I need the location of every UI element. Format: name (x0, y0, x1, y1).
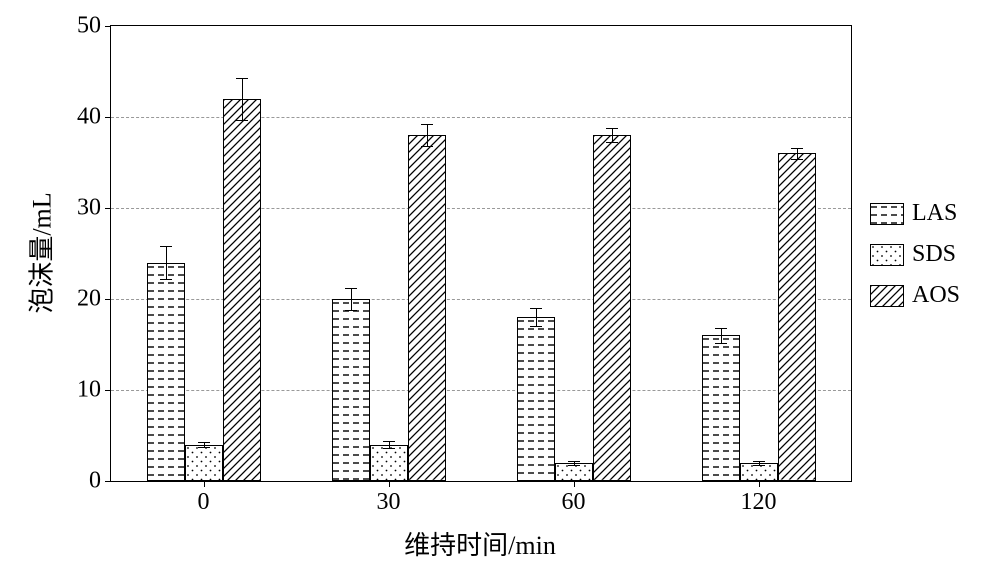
x-tick-label: 120 (741, 481, 777, 516)
legend: LAS SDS AOS (870, 200, 960, 323)
x-axis-label: 维持时间/min (404, 525, 556, 562)
legend-swatch (870, 244, 904, 266)
legend-label: AOS (912, 282, 960, 309)
error-cap (753, 465, 765, 466)
bar-AOS (408, 135, 446, 481)
bar-AOS (223, 99, 261, 481)
error-bar (721, 328, 722, 343)
bar-LAS (332, 299, 370, 481)
bar-SDS (185, 445, 223, 481)
error-cap (753, 461, 765, 462)
error-cap (421, 146, 433, 147)
bar-LAS (517, 317, 555, 481)
error-bar (166, 246, 167, 279)
error-cap (606, 128, 618, 129)
legend-item-AOS: AOS (870, 282, 960, 309)
x-tick-label: 30 (377, 481, 401, 516)
error-bar (797, 148, 798, 159)
error-cap (568, 465, 580, 466)
y-tick-label: 50 (77, 13, 111, 40)
error-cap (345, 288, 357, 289)
legend-item-LAS: LAS (870, 200, 960, 227)
y-tick-label: 0 (89, 468, 111, 495)
y-axis-label: 泡沫量/mL (22, 192, 59, 313)
bar-LAS (702, 335, 740, 481)
y-tick-label: 20 (77, 286, 111, 313)
y-tick-label: 10 (77, 377, 111, 404)
x-tick-label: 0 (198, 481, 210, 516)
error-cap (345, 310, 357, 311)
chart-container: 0102030405003060120 泡沫量/mL 维持时间/min LASS… (0, 0, 1000, 573)
error-bar (612, 128, 613, 143)
error-cap (236, 120, 248, 121)
error-cap (236, 78, 248, 79)
error-cap (198, 442, 210, 443)
error-cap (606, 142, 618, 143)
bar-SDS (370, 445, 408, 481)
error-cap (791, 148, 803, 149)
bar-AOS (593, 135, 631, 481)
bar-LAS (147, 263, 185, 481)
bar-AOS (778, 153, 816, 481)
error-cap (715, 343, 727, 344)
error-bar (389, 441, 390, 448)
error-cap (530, 326, 542, 327)
legend-swatch (870, 285, 904, 307)
error-cap (160, 246, 172, 247)
error-bar (427, 124, 428, 146)
error-cap (715, 328, 727, 329)
legend-label: LAS (912, 200, 957, 227)
error-bar (242, 78, 243, 120)
error-bar (536, 308, 537, 326)
y-tick-label: 30 (77, 195, 111, 222)
error-cap (791, 159, 803, 160)
error-cap (568, 461, 580, 462)
error-cap (383, 448, 395, 449)
error-cap (383, 441, 395, 442)
legend-swatch (870, 203, 904, 225)
legend-item-SDS: SDS (870, 241, 960, 268)
error-cap (198, 447, 210, 448)
error-cap (160, 279, 172, 280)
x-tick-label: 60 (562, 481, 586, 516)
plot-area: 0102030405003060120 (110, 25, 852, 482)
error-cap (530, 308, 542, 309)
y-tick-label: 40 (77, 104, 111, 131)
error-bar (351, 288, 352, 310)
error-cap (421, 124, 433, 125)
legend-label: SDS (912, 241, 956, 268)
